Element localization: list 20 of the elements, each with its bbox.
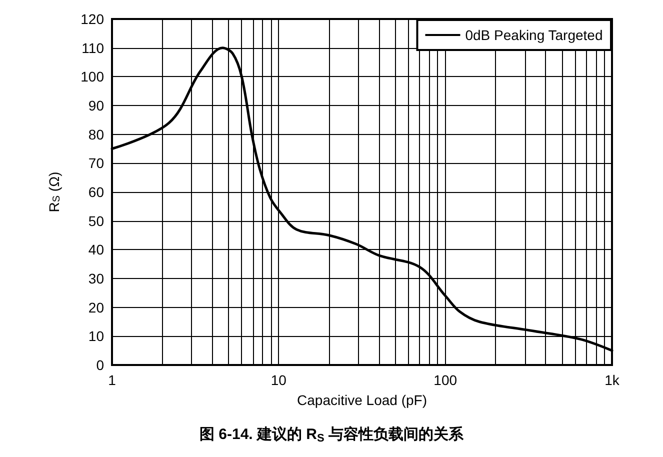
x-tick-label: 10: [270, 372, 287, 388]
y-tick-label: 20: [88, 299, 104, 316]
y-tick-label: 10: [88, 328, 104, 344]
y-tick-label: 70: [88, 155, 104, 172]
y-tick-label: 120: [80, 11, 104, 27]
x-axis-title: Capacitive Load (pF): [297, 392, 427, 408]
y-tick-label: 0: [96, 357, 104, 373]
y-tick-label: 40: [88, 242, 104, 258]
y-tick-label: 100: [80, 68, 104, 85]
y-tick-label: 90: [88, 98, 104, 114]
x-tick-label: 1k: [604, 372, 620, 388]
y-tick-label: 50: [88, 212, 104, 229]
x-tick-label: 1: [108, 372, 116, 388]
y-axis-title: RS (Ω): [46, 172, 62, 212]
y-tick-label: 80: [88, 126, 104, 142]
x-tick-label: 100: [434, 372, 458, 388]
y-tick-label: 110: [82, 40, 104, 56]
y-tick-label: 60: [88, 184, 104, 200]
legend-label: 0dB Peaking Targeted: [465, 27, 603, 43]
y-tick-label: 30: [88, 270, 104, 286]
